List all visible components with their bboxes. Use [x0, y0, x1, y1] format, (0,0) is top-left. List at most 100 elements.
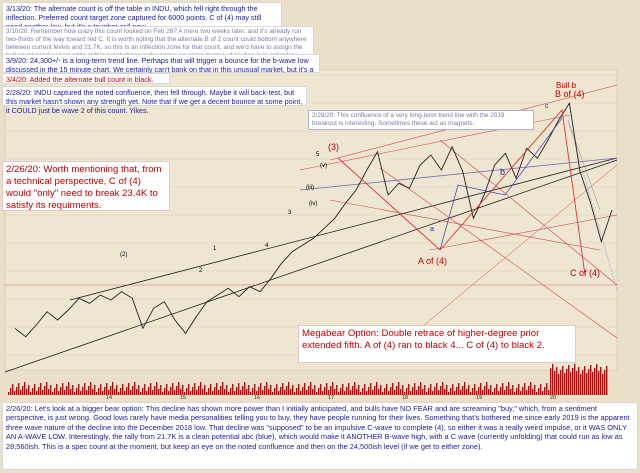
- label-black-iv: (iv): [309, 201, 318, 207]
- volume-bar: [138, 385, 140, 395]
- year-tick-label: 17: [328, 395, 334, 401]
- volume-bar: [290, 389, 292, 395]
- note-megabear-option: Megabear Option: Double retrace of highe…: [298, 325, 576, 363]
- volume-bar: [64, 390, 66, 395]
- volume-bar: [538, 388, 540, 395]
- volume-bar: [286, 386, 288, 395]
- volume-bar: [240, 390, 242, 395]
- volume-bar: [432, 391, 434, 395]
- red-count-line: [337, 108, 586, 276]
- volume-bar: [358, 385, 360, 395]
- volume-bar: [154, 386, 156, 395]
- volume-bar: [484, 386, 486, 395]
- volume-bar: [58, 391, 60, 395]
- volume-bar: [514, 392, 516, 395]
- volume-bar: [596, 364, 598, 395]
- volume-bar: [334, 389, 336, 395]
- volume-bar: [306, 390, 308, 395]
- volume-bar: [566, 369, 568, 395]
- volume-bar: [448, 392, 450, 395]
- volume-bar: [50, 385, 52, 395]
- volume-bar: [534, 385, 536, 395]
- volume-bar: [576, 371, 578, 395]
- volume-bar: [594, 368, 596, 395]
- volume-bar: [144, 384, 146, 395]
- volume-bar: [466, 389, 468, 395]
- volume-bar: [320, 384, 322, 395]
- volume-bar: [70, 389, 72, 395]
- label-black-3: 3: [288, 210, 292, 216]
- label-black-2-paren: (2): [120, 252, 128, 258]
- volume-bar: [604, 370, 606, 395]
- volume-bar: [162, 392, 164, 395]
- label-bull-b: Bull b: [556, 81, 577, 90]
- volume-bar: [150, 383, 152, 395]
- volume-bar: [174, 390, 176, 395]
- volume-bar: [380, 385, 382, 395]
- volume-bar: [574, 364, 576, 395]
- volume-bar: [132, 386, 134, 395]
- volume-bar: [336, 385, 338, 395]
- note-2-28-20-confluence: 2/28/20: INDU captured the noted conflue…: [2, 86, 307, 115]
- volume-bar: [462, 386, 464, 395]
- volume-bar: [494, 388, 496, 395]
- volume-bar: [238, 383, 240, 395]
- volume-bar: [442, 382, 444, 395]
- volume-bar: [164, 388, 166, 395]
- volume-bar: [404, 392, 406, 395]
- volume-bar: [30, 392, 32, 395]
- volume-bar: [52, 392, 54, 395]
- volume-bar: [114, 389, 116, 395]
- volume-bar: [192, 387, 194, 395]
- volume-bar: [410, 391, 412, 395]
- volume-bar: [360, 392, 362, 395]
- volume-bar: [14, 391, 16, 395]
- volume-bar: [394, 390, 396, 395]
- volume-bar: [326, 383, 328, 395]
- volume-bar: [60, 387, 62, 395]
- volume-bar: [82, 387, 84, 395]
- volume-bar: [366, 391, 368, 395]
- volume-bar: [496, 384, 498, 395]
- volume-bar: [440, 386, 442, 395]
- volume-bar: [352, 386, 354, 395]
- volume-bar: [208, 388, 210, 395]
- volume-bar: [282, 383, 284, 395]
- label-wave-3: (3): [328, 142, 339, 152]
- volume-bar: [234, 391, 236, 395]
- volume-bar: [536, 392, 538, 395]
- volume-bar: [314, 385, 316, 395]
- volume-bar: [452, 384, 454, 395]
- volume-bar: [268, 389, 270, 395]
- volume-bar: [508, 382, 510, 395]
- volume-bar: [518, 384, 520, 395]
- year-tick-label: 16: [254, 395, 260, 401]
- volume-bar: [422, 389, 424, 395]
- volume-bar: [250, 392, 252, 395]
- volume-bar: [506, 386, 508, 395]
- volume-bar: [460, 390, 462, 395]
- volume-bar: [104, 387, 106, 395]
- label-black-1: 1: [213, 246, 217, 252]
- volume-bar: [202, 389, 204, 395]
- volume-bar: [554, 371, 556, 395]
- volume-bar: [416, 390, 418, 395]
- volume-bar: [502, 383, 504, 395]
- volume-bar: [372, 390, 374, 395]
- volume-bar: [236, 387, 238, 395]
- volume-bar: [200, 382, 202, 395]
- volume-bar: [218, 390, 220, 395]
- volume-bar: [214, 387, 216, 395]
- volume-bar: [562, 366, 564, 395]
- volume-bar: [284, 390, 286, 395]
- volume-bar: [26, 389, 28, 395]
- volume-bar: [252, 388, 254, 395]
- volume-bar: [168, 391, 170, 395]
- volume-bar: [408, 384, 410, 395]
- volume-bar: [152, 390, 154, 395]
- volume-bar: [54, 388, 56, 395]
- volume-bar: [544, 387, 546, 395]
- volume-bar: [62, 383, 64, 395]
- label-blue-b: b: [500, 167, 506, 177]
- volume-bar: [142, 388, 144, 395]
